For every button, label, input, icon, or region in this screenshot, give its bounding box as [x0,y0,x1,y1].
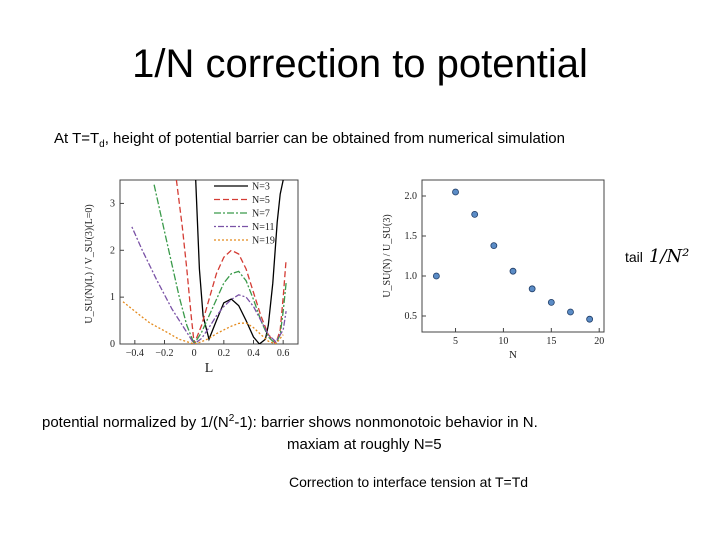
x-tick-label: 0.6 [277,348,290,359]
note-normalization: potential normalized by 1/(N2-1): barrie… [42,413,538,431]
legend-label: N=19 [252,236,275,247]
plot-frame [421,179,605,333]
x-tick-label: 0.4 [247,348,260,359]
x-tick-label: −0.2 [155,348,173,359]
x-tick-label: 10 [498,336,508,347]
data-point [547,298,555,306]
data-point [471,211,479,218]
y-tick-label: 2.0 [405,191,418,202]
y-tick-label: 1.0 [405,271,418,282]
y-tick-label: 0 [110,339,115,350]
potential-curves-chart: −0.4 −0.2 0 0.2 0.4 0.6 0 1 2 3 N=3 N=5 N=7 N=11 N=19… [84,179,299,376]
subtitle-pre: At T=T [54,130,100,147]
series-line-n7 [153,184,287,344]
series-line-n19 [122,301,284,344]
x-tick-label: 15 [546,336,556,347]
x-tick-label: −0.4 [126,348,144,359]
data-point [567,308,574,316]
x-tick-label: 0.2 [218,348,231,359]
x-tick-label: 5 [453,336,458,347]
slide-title: 1/N correction to potential [132,42,588,86]
data-point [452,188,459,196]
legend-label: N=3 [252,182,270,193]
note1-pre: potential normalized by 1/(N [42,414,229,431]
series-line-n3 [195,180,284,344]
x-tick-label: 20 [594,336,604,347]
x-tick-label: 0 [192,348,197,359]
y-tick-label: 3 [110,198,115,209]
y-axis-label: U_SU(N) / U_SU(3) [382,214,393,297]
subtitle-subscript: d [99,139,105,150]
series-line-n5 [175,180,287,344]
note1-superscript: 2 [228,413,235,424]
tail-label: tail [625,249,643,265]
tail-formula: 1/N² [648,246,690,267]
legend-label: N=5 [252,195,270,206]
note-maximum: maxiam at roughly N=5 [287,436,442,453]
note-interface-tension: Correction to interface tension at T=Td [289,474,529,490]
subtitle: At T=Td, height of potential barrier can… [54,130,565,150]
tail-annotation: tail 1/N² [625,246,689,267]
data-point [509,267,517,275]
data-point [490,242,498,249]
data-point [432,272,440,280]
y-tick-label: 1.5 [405,231,418,242]
ratio-scatter-chart: 5 10 15 20 0.5 1.0 1.5 2.0 N U_SU(N) / U_SU(3) [382,179,605,361]
note1-post: -1): barrier shows nonmonotoic behavior … [234,414,538,431]
x-axis-label: N [509,349,517,361]
y-tick-label: 0.5 [405,311,418,322]
data-point [586,315,594,323]
y-tick-label: 2 [110,245,115,256]
legend-label: N=11 [252,222,275,233]
y-tick-label: 1 [110,292,115,303]
subtitle-post: , height of potential barrier can be obt… [104,130,565,147]
series-line-n11 [131,226,287,344]
y-axis-label: U_SU(N)(L) / V_SU(3)(L=0) [84,204,95,323]
legend-label: N=7 [252,209,270,220]
plot-frame [119,179,299,345]
data-point [528,285,536,293]
x-axis-label: L [205,361,214,376]
